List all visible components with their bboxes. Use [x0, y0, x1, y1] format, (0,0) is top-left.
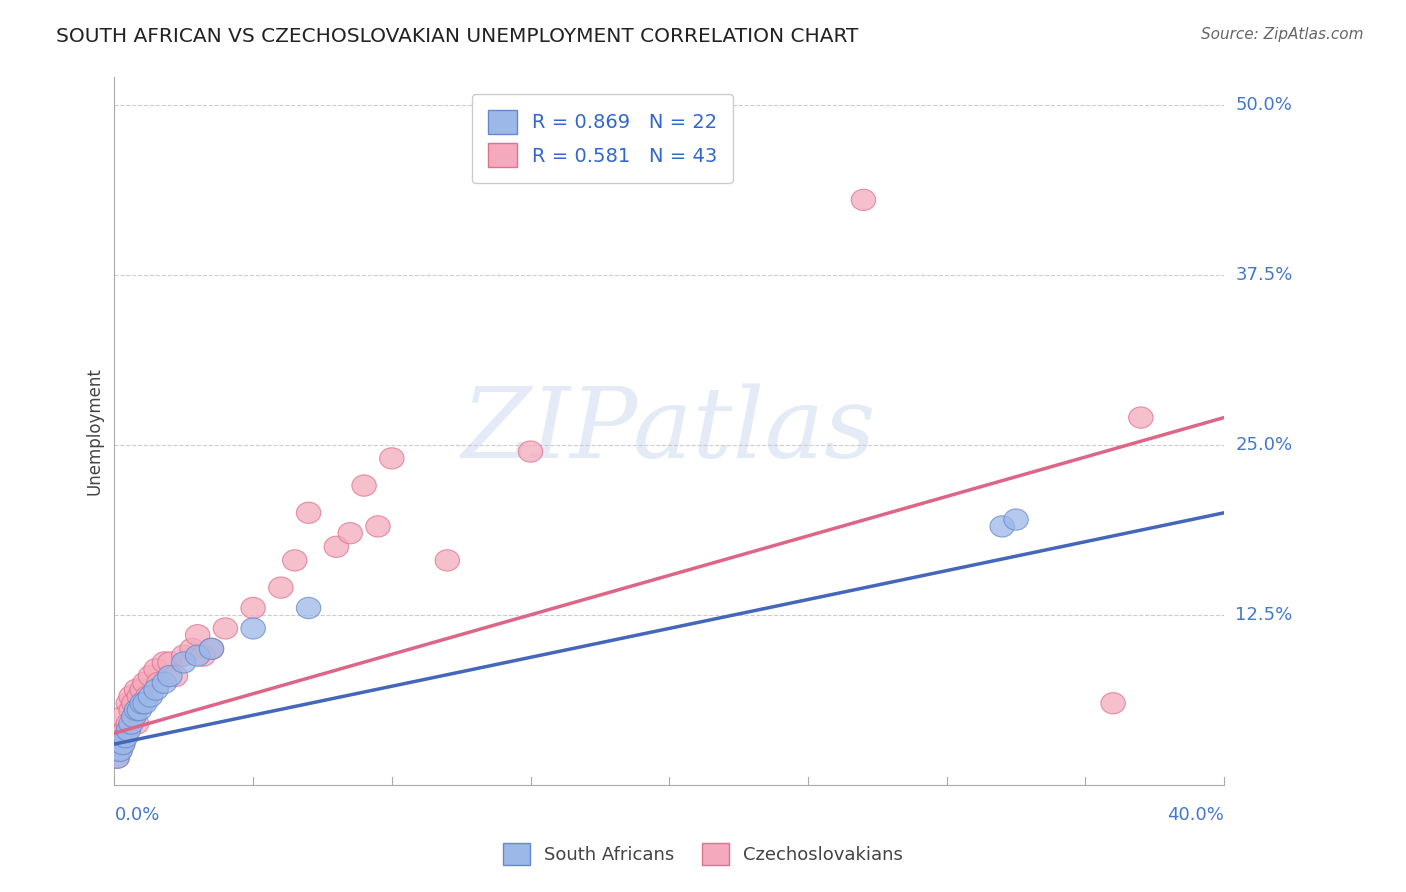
- Ellipse shape: [122, 706, 146, 728]
- Ellipse shape: [132, 692, 157, 714]
- Ellipse shape: [108, 740, 132, 762]
- Text: Source: ZipAtlas.com: Source: ZipAtlas.com: [1201, 27, 1364, 42]
- Ellipse shape: [132, 673, 157, 693]
- Ellipse shape: [117, 692, 141, 714]
- Ellipse shape: [186, 624, 209, 646]
- Ellipse shape: [240, 618, 266, 639]
- Ellipse shape: [519, 441, 543, 462]
- Legend: South Africans, Czechoslovakians: South Africans, Czechoslovakians: [494, 834, 912, 874]
- Ellipse shape: [127, 686, 152, 707]
- Ellipse shape: [1004, 509, 1028, 530]
- Text: 0.0%: 0.0%: [114, 806, 160, 824]
- Ellipse shape: [200, 638, 224, 659]
- Ellipse shape: [990, 516, 1014, 537]
- Ellipse shape: [120, 699, 143, 721]
- Ellipse shape: [851, 189, 876, 211]
- Ellipse shape: [138, 686, 163, 707]
- Ellipse shape: [108, 727, 132, 747]
- Ellipse shape: [143, 658, 169, 680]
- Ellipse shape: [127, 699, 152, 721]
- Ellipse shape: [200, 638, 224, 659]
- Ellipse shape: [111, 706, 135, 728]
- Ellipse shape: [157, 652, 183, 673]
- Text: ZIPatlas: ZIPatlas: [463, 384, 876, 479]
- Ellipse shape: [191, 645, 215, 666]
- Ellipse shape: [105, 747, 129, 768]
- Ellipse shape: [186, 645, 209, 666]
- Ellipse shape: [117, 713, 141, 734]
- Ellipse shape: [138, 665, 163, 687]
- Ellipse shape: [152, 673, 177, 693]
- Y-axis label: Unemployment: Unemployment: [86, 368, 103, 495]
- Ellipse shape: [114, 727, 138, 747]
- Ellipse shape: [352, 475, 377, 496]
- Ellipse shape: [124, 699, 149, 721]
- Ellipse shape: [122, 692, 146, 714]
- Ellipse shape: [1101, 692, 1125, 714]
- Text: 12.5%: 12.5%: [1236, 606, 1292, 624]
- Ellipse shape: [434, 549, 460, 571]
- Ellipse shape: [214, 618, 238, 639]
- Ellipse shape: [143, 679, 169, 700]
- Ellipse shape: [124, 713, 149, 734]
- Ellipse shape: [129, 692, 155, 714]
- Ellipse shape: [163, 665, 187, 687]
- Ellipse shape: [337, 523, 363, 544]
- Ellipse shape: [114, 720, 138, 741]
- Ellipse shape: [297, 502, 321, 524]
- Ellipse shape: [129, 679, 155, 700]
- Ellipse shape: [146, 673, 172, 693]
- Ellipse shape: [135, 686, 160, 707]
- Ellipse shape: [180, 638, 204, 659]
- Ellipse shape: [157, 665, 183, 687]
- Legend: R = 0.869   N = 22, R = 0.581   N = 43: R = 0.869 N = 22, R = 0.581 N = 43: [472, 95, 733, 183]
- Ellipse shape: [366, 516, 391, 537]
- Ellipse shape: [124, 679, 149, 700]
- Ellipse shape: [325, 536, 349, 558]
- Text: 25.0%: 25.0%: [1236, 436, 1292, 454]
- Ellipse shape: [1129, 407, 1153, 428]
- Ellipse shape: [117, 720, 141, 741]
- Text: 37.5%: 37.5%: [1236, 266, 1292, 284]
- Ellipse shape: [283, 549, 307, 571]
- Ellipse shape: [172, 645, 195, 666]
- Text: 40.0%: 40.0%: [1167, 806, 1225, 824]
- Ellipse shape: [111, 733, 135, 755]
- Ellipse shape: [152, 652, 177, 673]
- Ellipse shape: [240, 598, 266, 619]
- Ellipse shape: [297, 598, 321, 619]
- Ellipse shape: [172, 652, 195, 673]
- Ellipse shape: [269, 577, 292, 599]
- Text: SOUTH AFRICAN VS CZECHOSLOVAKIAN UNEMPLOYMENT CORRELATION CHART: SOUTH AFRICAN VS CZECHOSLOVAKIAN UNEMPLO…: [56, 27, 859, 45]
- Ellipse shape: [105, 747, 129, 768]
- Ellipse shape: [120, 713, 143, 734]
- Text: 50.0%: 50.0%: [1236, 95, 1292, 113]
- Ellipse shape: [108, 740, 132, 762]
- Ellipse shape: [380, 448, 404, 469]
- Ellipse shape: [111, 733, 135, 755]
- Ellipse shape: [120, 686, 143, 707]
